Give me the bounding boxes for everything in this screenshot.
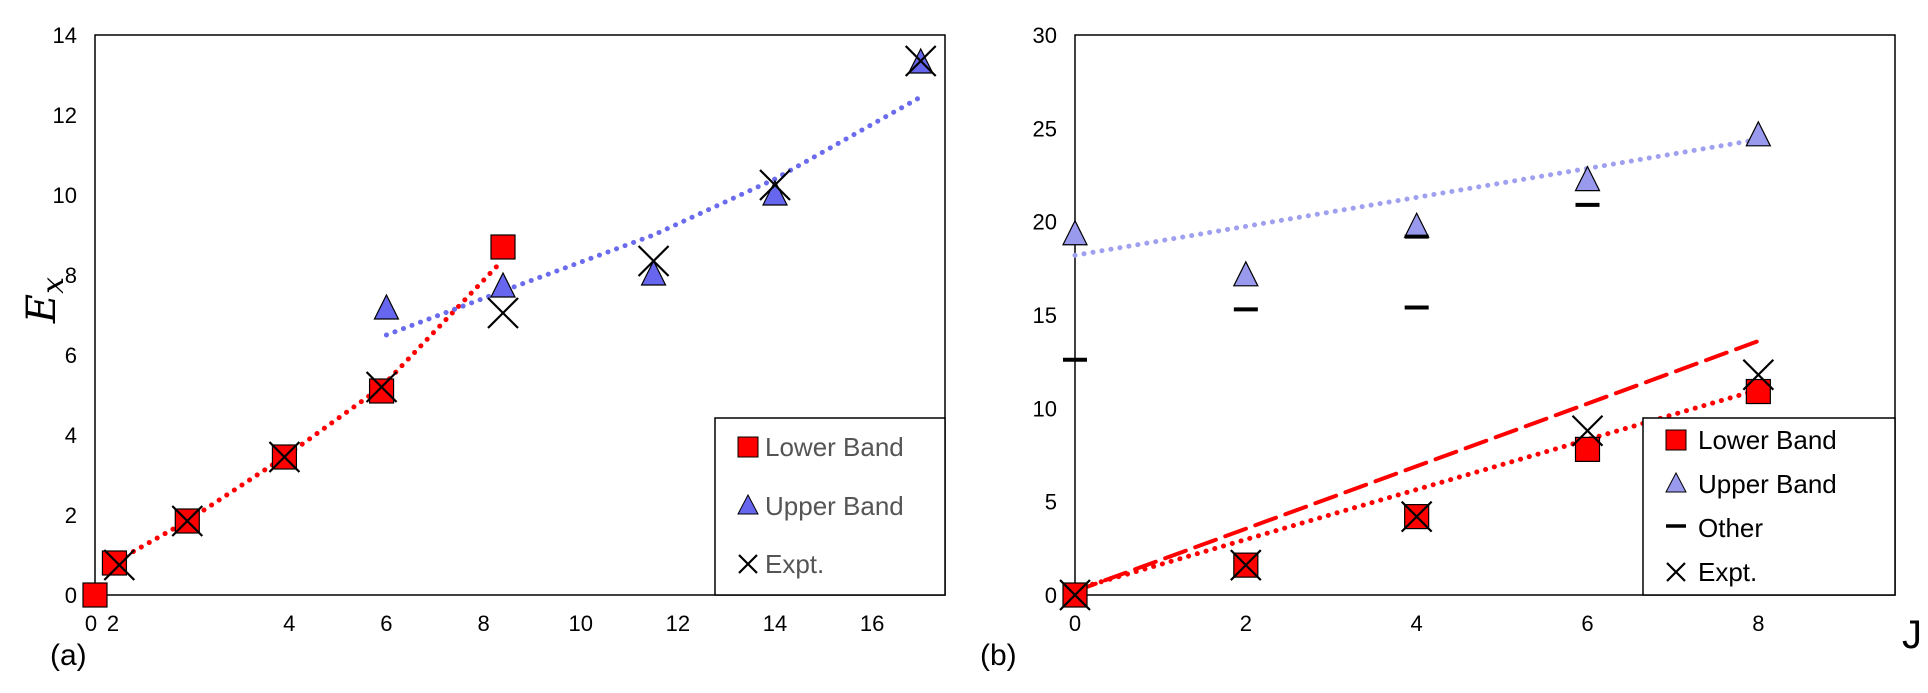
legend-b-lower-swatch [1665, 429, 1687, 451]
x-tick-label: 2 [1240, 611, 1252, 636]
upper-band-marker [762, 179, 788, 206]
legend-b-other-label: Other [1698, 513, 1763, 543]
y-tick-label: 30 [1033, 23, 1057, 48]
x-axis-label-b: J [1902, 613, 1922, 657]
lower-band-dotted-fit-line [107, 262, 501, 568]
expt-marker [759, 169, 791, 201]
upper-band-dotted-fit-line [383, 94, 924, 338]
x-tick-label: 10 [568, 611, 592, 636]
x-tick-label: 4 [1411, 611, 1423, 636]
legend-a: Lower Band Upper Band Expt. [714, 417, 946, 596]
y-tick-label: 8 [65, 263, 77, 288]
legend-a-lower-swatch [737, 436, 759, 458]
y-tick-label: 14 [53, 23, 77, 48]
x-tick-label: 0 [85, 611, 97, 636]
lower-band-marker [368, 378, 395, 404]
y-tick-label: 10 [53, 183, 77, 208]
fit-lines-a [107, 94, 924, 568]
legend-b: Lower Band Upper Band Other Expt. [1642, 417, 1896, 596]
upper-band-marker [1062, 219, 1088, 246]
y-tick-label: 25 [1033, 116, 1057, 141]
lower-band-dashed-fit-line [1073, 339, 1761, 594]
markers-a [82, 45, 937, 608]
lower-band-marker [82, 582, 108, 608]
y-tick-label: 6 [65, 343, 77, 368]
upper-band-marker [640, 259, 667, 286]
legend-b-upper-swatch [1665, 471, 1687, 493]
x-tick-label: 6 [380, 611, 392, 636]
y-axis-label-a: Ex [19, 277, 71, 324]
plot-area-a [94, 34, 946, 596]
x-tick-label: 14 [763, 611, 787, 636]
expt-marker [1400, 500, 1433, 533]
panel-label-b: (b) [980, 639, 1017, 672]
x-tick-label: 8 [1752, 611, 1764, 636]
upper-band-marker [1745, 120, 1772, 147]
lower-band-marker [1745, 378, 1771, 405]
upper-band-marker [373, 293, 400, 320]
legend-b-expt-swatch [1666, 562, 1686, 582]
x-tick-label: 8 [477, 611, 489, 636]
x-tick-label: 6 [1581, 611, 1593, 636]
x-tick-label: 4 [283, 611, 295, 636]
x-tick-label: 2 [107, 611, 119, 636]
legend-a-expt-label: Expt. [765, 549, 824, 579]
expt-marker [268, 441, 301, 473]
expt-marker [487, 297, 519, 329]
y-tick-label: 20 [1033, 210, 1057, 235]
lower-band-marker [490, 234, 516, 260]
y-tick-label: 4 [65, 423, 77, 448]
lower-band-marker [1574, 436, 1601, 462]
expt-marker [1571, 414, 1604, 447]
y-tick-label: 12 [53, 103, 77, 128]
x-tick-label: 0 [1069, 611, 1081, 636]
legend-b-lower-label: Lower Band [1698, 425, 1837, 455]
upper-band-marker [490, 271, 516, 298]
legend-a-upper-swatch [737, 493, 759, 515]
expt-marker [1059, 579, 1091, 611]
y-tick-label: 2 [65, 503, 77, 528]
panel-label-a: (a) [50, 639, 87, 672]
ticks-b: 0 5 10 15 20 25 30 0 2 4 6 8 [1033, 23, 1765, 636]
legend-a-lower-label: Lower Band [765, 432, 904, 462]
plot-area-b [1074, 34, 1896, 596]
legend-a-upper-label: Upper Band [765, 491, 904, 521]
expt-marker [637, 245, 670, 277]
markers-b [1059, 120, 1775, 611]
expt-marker [904, 45, 937, 77]
expt-marker [365, 371, 398, 403]
y-tick-label: 10 [1033, 396, 1057, 421]
x-tick-label: 12 [666, 611, 690, 636]
legend-b-expt-label: Expt. [1698, 557, 1757, 587]
upper-band-marker [1232, 260, 1259, 287]
expt-marker [1230, 549, 1262, 581]
upper-band-dotted-fit-line [1072, 137, 1761, 258]
upper-band-marker [1574, 165, 1601, 192]
y-tick-label: 0 [1045, 583, 1057, 608]
legend-a-expt-swatch [738, 554, 758, 574]
y-tick-label: 15 [1033, 303, 1057, 328]
y-axis-label-subscript: x [36, 277, 71, 294]
x-tick-label: 16 [860, 611, 884, 636]
y-tick-label: 0 [65, 583, 77, 608]
expt-marker [171, 505, 204, 537]
expt-marker [103, 549, 136, 581]
y-axis-label-base: E [19, 294, 65, 324]
legend-b-upper-label: Upper Band [1698, 469, 1837, 499]
y-tick-label: 5 [1045, 490, 1057, 515]
expt-marker [1742, 358, 1775, 391]
